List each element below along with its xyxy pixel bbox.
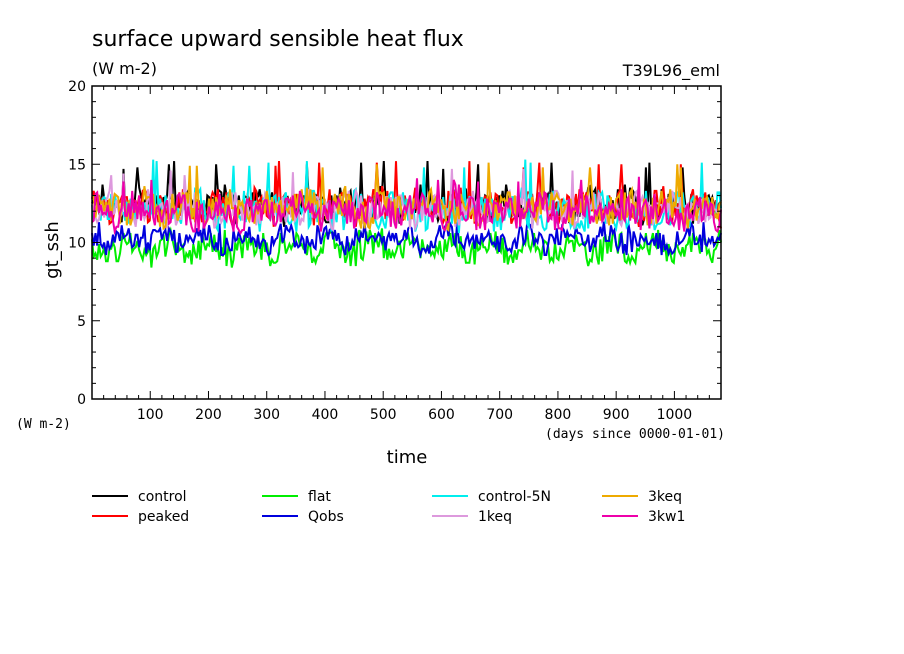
x-tick-label: 1000 [657,407,693,423]
y-tick-label: 15 [68,157,86,173]
legend-label: Qobs [308,509,344,525]
series-line-Qobs [91,220,722,259]
x-tick-label: 300 [253,407,280,423]
legend-label: control-5N [478,489,551,505]
x-tick-label: 900 [603,407,630,423]
legend-label: peaked [138,509,189,525]
legend-label: flat [308,489,331,505]
ticks-layer: 100 200 300 400 500 600 700 800 900 1000 0 5 10 15 20 [68,79,721,423]
y-axis-label: gt_ssh [42,221,63,279]
x-axis-units: (days since 0000-01-01) [545,427,725,442]
x-tick-label: 200 [195,407,222,423]
series-line-3kw1 [91,176,722,236]
series-layer [91,159,722,268]
x-axis-label: time [387,447,428,468]
legend-label: 1keq [478,509,512,525]
chart-title: surface upward sensible heat flux [92,27,464,52]
x-tick-label: 400 [312,407,339,423]
y-tick-label: 5 [77,314,86,330]
run-label: T39L96_eml [622,61,720,81]
y-tick-label: 10 [68,236,86,252]
x-tick-label: 800 [545,407,572,423]
x-tick-label: 600 [428,407,455,423]
chart-units: (W m-2) [92,59,157,78]
legend-label: 3keq [648,489,682,505]
x-tick-label: 700 [486,407,513,423]
y-axis-units: (W m-2) [16,417,71,432]
y-tick-label: 0 [77,392,86,408]
x-tick-label: 100 [137,407,164,423]
legend: control peaked flat Qobs control-5N 1keq 3keq 3… [92,489,685,525]
legend-label: 3kw1 [648,509,685,525]
x-tick-label: 500 [370,407,397,423]
legend-label: control [138,489,187,505]
y-tick-label: 20 [68,79,86,95]
